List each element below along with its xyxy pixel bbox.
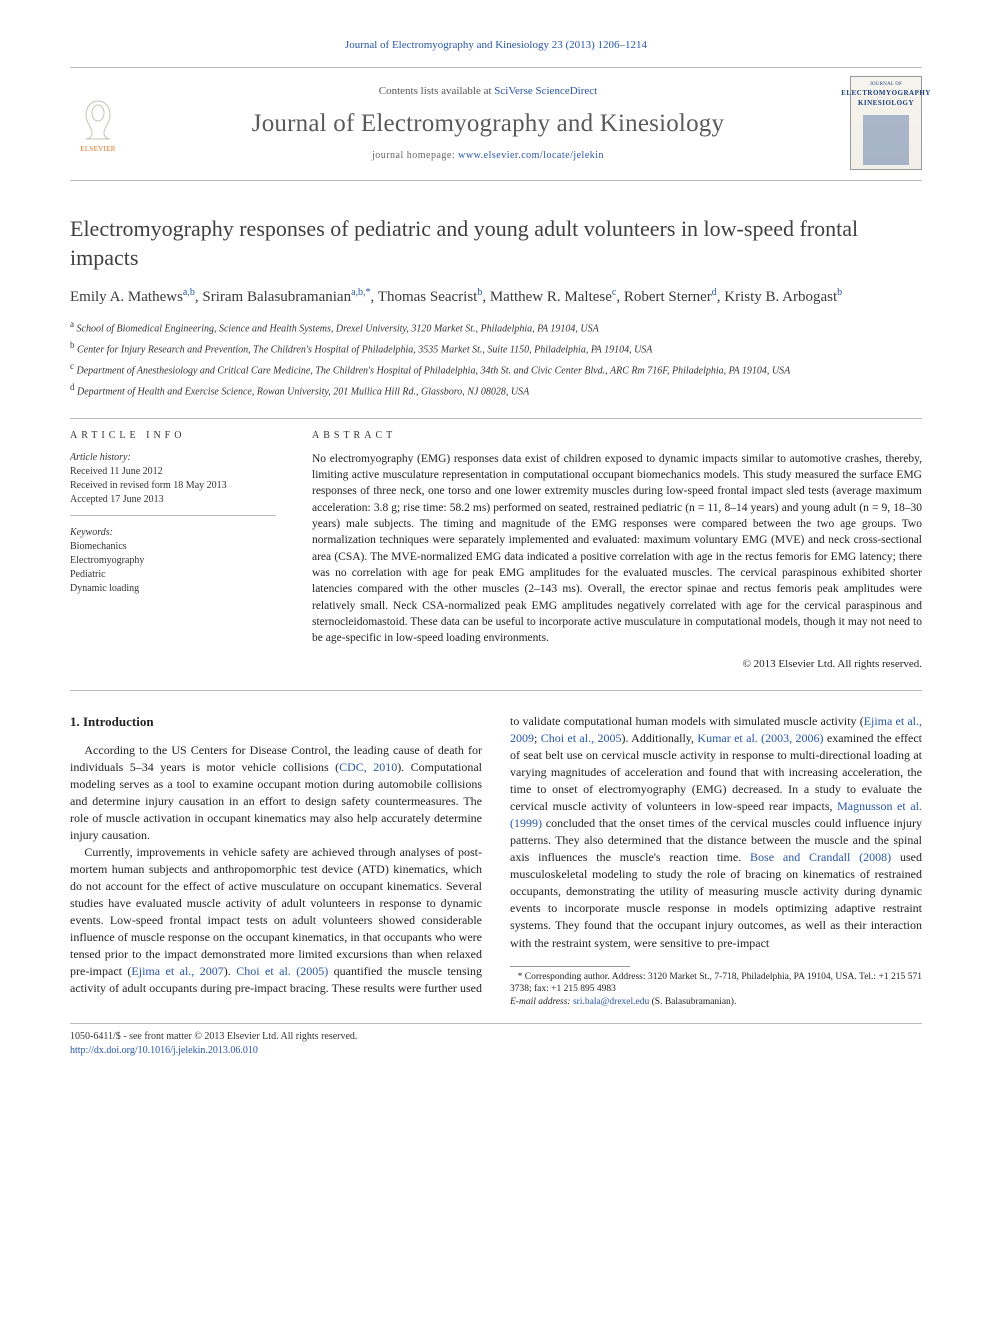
contents-available: Contents lists available at SciVerse Sci… [144,84,832,99]
footer: 1050-6411/$ - see front matter © 2013 El… [70,1030,922,1058]
elsevier-logo: ELSEVIER [70,92,126,154]
keyword: Dynamic loading [70,582,276,596]
affiliation: a School of Biomedical Engineering, Scie… [70,318,922,337]
doi-link[interactable]: http://dx.doi.org/10.1016/j.jelekin.2013… [70,1045,258,1056]
history-revised: Received in revised form 18 May 2013 [70,479,276,493]
affiliation: d Department of Health and Exercise Scie… [70,381,922,400]
affiliation: b Center for Injury Research and Prevent… [70,339,922,358]
footnote-rule [510,966,630,967]
email-line: E-mail address: sri.bala@drexel.edu (S. … [510,996,922,1009]
section-heading: 1. Introduction [70,713,482,731]
email-link[interactable]: sri.bala@drexel.edu [573,997,649,1007]
footnote: * Corresponding author. Address: 3120 Ma… [510,971,922,1009]
journal-name: Journal of Electromyography and Kinesiol… [144,106,832,141]
abstract-body: No electromyography (EMG) responses data… [312,451,922,647]
citation-line: Journal of Electromyography and Kinesiol… [70,38,922,53]
keywords-label: Keywords: [70,526,276,540]
journal-homepage-link[interactable]: www.elsevier.com/locate/jelekin [458,150,604,161]
abstract-heading: ABSTRACT [312,429,922,443]
publisher-label: ELSEVIER [80,145,115,155]
keyword: Pediatric [70,568,276,582]
article-info: ARTICLE INFO Article history: Received 1… [70,429,276,672]
journal-homepage: journal homepage: www.elsevier.com/locat… [144,149,832,163]
abstract: ABSTRACT No electromyography (EMG) respo… [312,429,922,672]
sciencedirect-link[interactable]: SciVerse ScienceDirect [494,85,597,97]
keyword: Biomechanics [70,540,276,554]
author-list: Emily A. Mathewsa,b, Sriram Balasubraman… [70,286,922,309]
rule [70,1023,922,1024]
rule [70,418,922,419]
affiliations: a School of Biomedical Engineering, Scie… [70,318,922,399]
masthead: ELSEVIER Contents lists available at Sci… [70,67,922,181]
issn-line: 1050-6411/$ - see front matter © 2013 El… [70,1030,922,1044]
rule [70,690,922,691]
abstract-copyright: © 2013 Elsevier Ltd. All rights reserved… [312,657,922,672]
paragraph: According to the US Centers for Disease … [70,742,482,844]
article-title: Electromyography responses of pediatric … [70,215,922,271]
affiliation: c Department of Anesthesiology and Criti… [70,360,922,379]
history-accepted: Accepted 17 June 2013 [70,493,276,507]
keyword: Electromyography [70,554,276,568]
article-info-heading: ARTICLE INFO [70,429,276,443]
journal-cover-thumb: JOURNAL OF ELECTROMYOGRAPHY KINESIOLOGY [850,76,922,170]
history-label: Article history: [70,451,276,465]
history-received: Received 11 June 2012 [70,465,276,479]
body-text: 1. Introduction According to the US Cent… [70,713,922,1009]
corresponding-author: * Corresponding author. Address: 3120 Ma… [510,971,922,997]
